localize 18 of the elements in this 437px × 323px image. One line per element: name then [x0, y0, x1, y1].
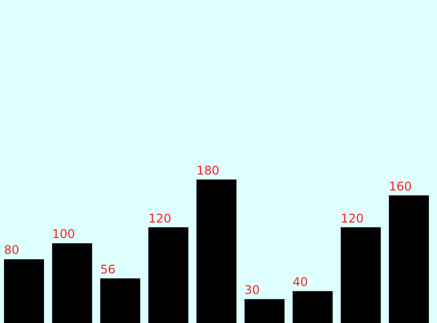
- data-label: 120: [340, 211, 364, 226]
- data-label: 30: [244, 283, 260, 298]
- data-label: 120: [148, 211, 172, 226]
- bar: [292, 291, 333, 323]
- bar: [388, 195, 429, 323]
- bar: [340, 227, 381, 323]
- data-label: 80: [4, 243, 20, 258]
- data-label: 160: [388, 179, 412, 194]
- data-label: 100: [52, 227, 76, 242]
- data-label: 180: [196, 163, 220, 178]
- data-label: 56: [100, 262, 116, 276]
- bar: [148, 227, 188, 323]
- bar: [52, 243, 92, 323]
- bar: [100, 278, 140, 323]
- bar: [244, 299, 285, 323]
- bar: [196, 179, 236, 323]
- bar: [4, 259, 44, 323]
- data-label: 40: [292, 275, 308, 290]
